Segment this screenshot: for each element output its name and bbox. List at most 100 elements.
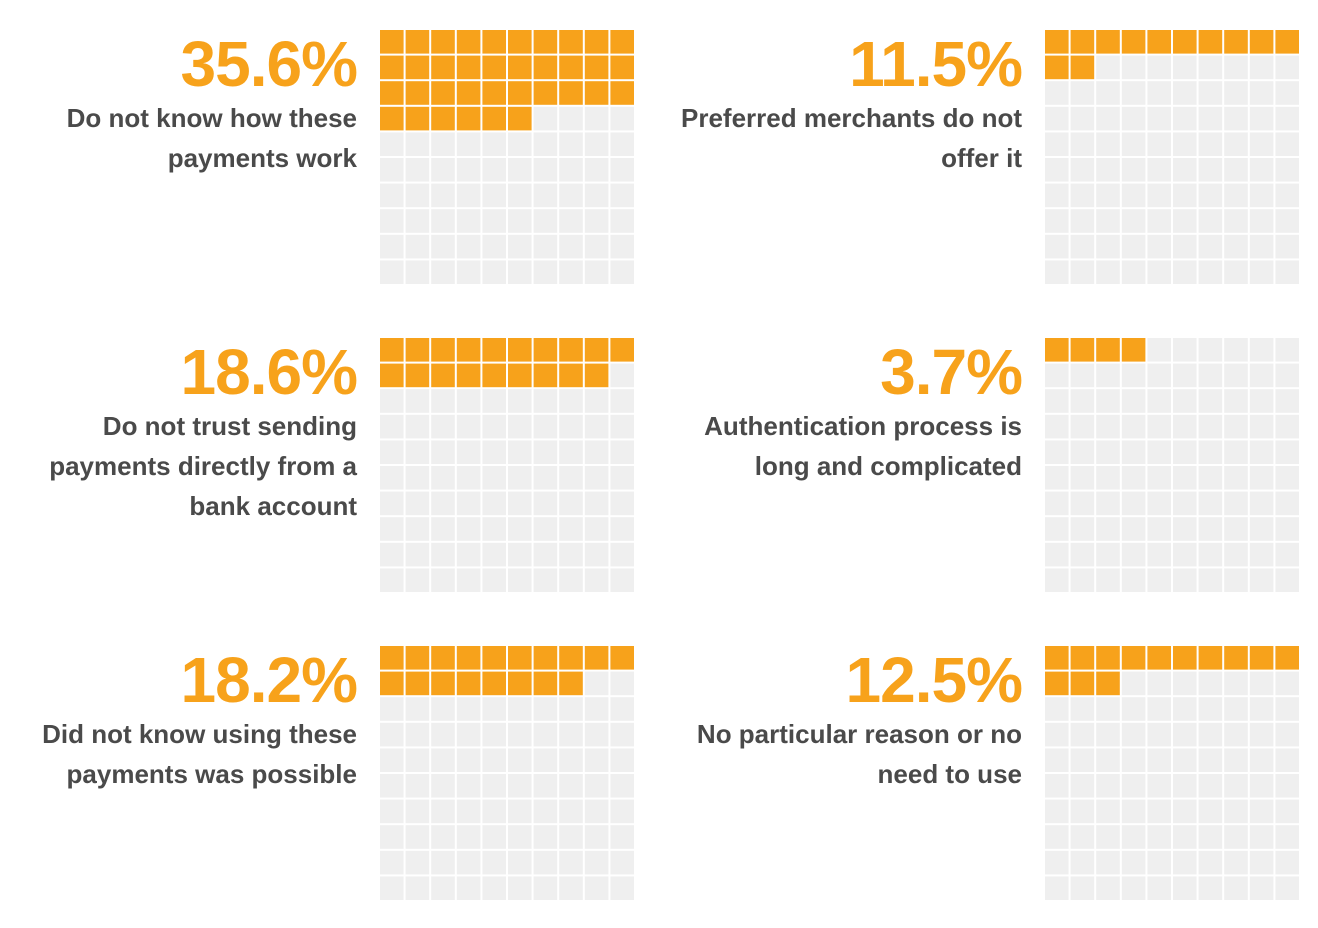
- waffle-cell-empty: [508, 542, 532, 567]
- waffle-cell-filled: [584, 363, 609, 388]
- waffle-cell-empty: [610, 158, 634, 182]
- waffle-cell-empty: [1045, 568, 1069, 592]
- waffle-cell-filled: [559, 81, 583, 105]
- waffle-cell-empty: [1173, 568, 1197, 592]
- waffle-cell-filled: [559, 671, 583, 696]
- waffle-cell-filled: [1224, 30, 1248, 54]
- waffle-cell-empty: [584, 876, 609, 900]
- waffle-cell-empty: [1275, 568, 1299, 592]
- waffle-cell-filled: [405, 671, 430, 696]
- waffle-cell-empty: [482, 440, 506, 464]
- waffle-cell-empty: [508, 876, 532, 900]
- waffle-cell-empty: [380, 517, 404, 541]
- waffle-cell-empty: [610, 209, 634, 233]
- waffle-cell-empty: [508, 825, 532, 849]
- waffle-cell-empty: [508, 850, 532, 875]
- waffle-cell-empty: [1096, 825, 1120, 849]
- waffle-cell-empty: [1096, 260, 1120, 284]
- waffle-cell-empty: [559, 440, 583, 464]
- waffle-cell-empty: [1249, 363, 1274, 388]
- waffle-cell-empty: [431, 234, 455, 259]
- waffle-cell-empty: [533, 491, 558, 516]
- waffle-cell-empty: [533, 260, 558, 284]
- waffle-cell-empty: [1173, 850, 1197, 875]
- waffle-cell-filled: [456, 81, 481, 105]
- waffle-cell-empty: [456, 568, 481, 592]
- waffle-cell-empty: [1249, 209, 1274, 233]
- waffle-cell-empty: [431, 850, 455, 875]
- waffle-cell-empty: [1121, 568, 1146, 592]
- waffle-cell-empty: [1173, 55, 1197, 80]
- waffle-cell-empty: [1096, 106, 1120, 131]
- waffle-cell-empty: [482, 209, 506, 233]
- waffle-cell-empty: [559, 799, 583, 824]
- percentage-value: 35.6%: [180, 28, 358, 100]
- waffle-cell-empty: [610, 671, 634, 696]
- waffle-cell-filled: [405, 106, 430, 131]
- waffle-cell-empty: [431, 414, 455, 439]
- waffle-cell-filled: [1224, 646, 1248, 670]
- waffle-cell-empty: [1224, 466, 1248, 490]
- waffle-cell-empty: [1147, 876, 1171, 900]
- waffle-cell-empty: [584, 722, 609, 747]
- waffle-cell-filled: [584, 81, 609, 105]
- waffle-cell-empty: [533, 825, 558, 849]
- waffle-cell-filled: [431, 338, 455, 362]
- waffle-cell-empty: [456, 491, 481, 516]
- waffle-cell-empty: [380, 825, 404, 849]
- waffle-cell-empty: [456, 183, 481, 208]
- waffle-cell-empty: [584, 748, 609, 772]
- waffle-cell-empty: [482, 697, 506, 721]
- waffle-cell-empty: [380, 158, 404, 182]
- waffle-cell-filled: [1096, 338, 1120, 362]
- waffle-cell-empty: [1121, 799, 1146, 824]
- waffle-cell-filled: [482, 81, 506, 105]
- waffle-cell-filled: [1070, 338, 1095, 362]
- waffle-cell-empty: [584, 850, 609, 875]
- waffle-cell-empty: [1096, 568, 1120, 592]
- waffle-cell-empty: [431, 876, 455, 900]
- waffle-cell-filled: [610, 646, 634, 670]
- waffle-cell-filled: [1275, 646, 1299, 670]
- waffle-cell-empty: [380, 132, 404, 156]
- waffle-cell-empty: [456, 209, 481, 233]
- waffle-cell-empty: [405, 722, 430, 747]
- waffle-cell-empty: [1275, 876, 1299, 900]
- waffle-cell-empty: [610, 876, 634, 900]
- waffle-cell-empty: [1147, 363, 1171, 388]
- waffle-cell-empty: [405, 697, 430, 721]
- waffle-cell-empty: [1224, 542, 1248, 567]
- waffle-cell-empty: [1173, 106, 1197, 131]
- waffle-cell-empty: [1275, 440, 1299, 464]
- waffle-cell-filled: [1096, 30, 1120, 54]
- waffle-panel-4: 3.7% Authentication process is long and …: [665, 338, 1305, 598]
- waffle-cell-empty: [1249, 389, 1274, 413]
- waffle-cell-empty: [431, 260, 455, 284]
- waffle-cell-filled: [1121, 338, 1146, 362]
- waffle-cell-empty: [1045, 132, 1069, 156]
- waffle-cell-filled: [380, 106, 404, 131]
- waffle-cell-empty: [533, 209, 558, 233]
- waffle-cell-empty: [380, 568, 404, 592]
- waffle-cell-empty: [1121, 850, 1146, 875]
- waffle-cell-empty: [533, 697, 558, 721]
- waffle-cell-empty: [431, 825, 455, 849]
- waffle-cell-empty: [533, 568, 558, 592]
- waffle-cell-filled: [508, 646, 532, 670]
- waffle-cell-empty: [482, 466, 506, 490]
- waffle-grid: [1045, 30, 1299, 284]
- waffle-cell-empty: [584, 209, 609, 233]
- waffle-cell-empty: [1275, 466, 1299, 490]
- waffle-cell-empty: [1070, 697, 1095, 721]
- waffle-cell-empty: [508, 568, 532, 592]
- waffle-cell-empty: [1147, 799, 1171, 824]
- waffle-cell-empty: [1275, 209, 1299, 233]
- waffle-cell-empty: [1173, 876, 1197, 900]
- panel-text: 18.2% Did not know using these payments …: [0, 646, 358, 794]
- waffle-cell-empty: [533, 517, 558, 541]
- waffle-cell-empty: [508, 697, 532, 721]
- waffle-cell-empty: [610, 440, 634, 464]
- waffle-panel-1: 35.6% Do not know how these payments wor…: [0, 30, 640, 290]
- waffle-cell-empty: [1198, 389, 1223, 413]
- waffle-cell-empty: [380, 850, 404, 875]
